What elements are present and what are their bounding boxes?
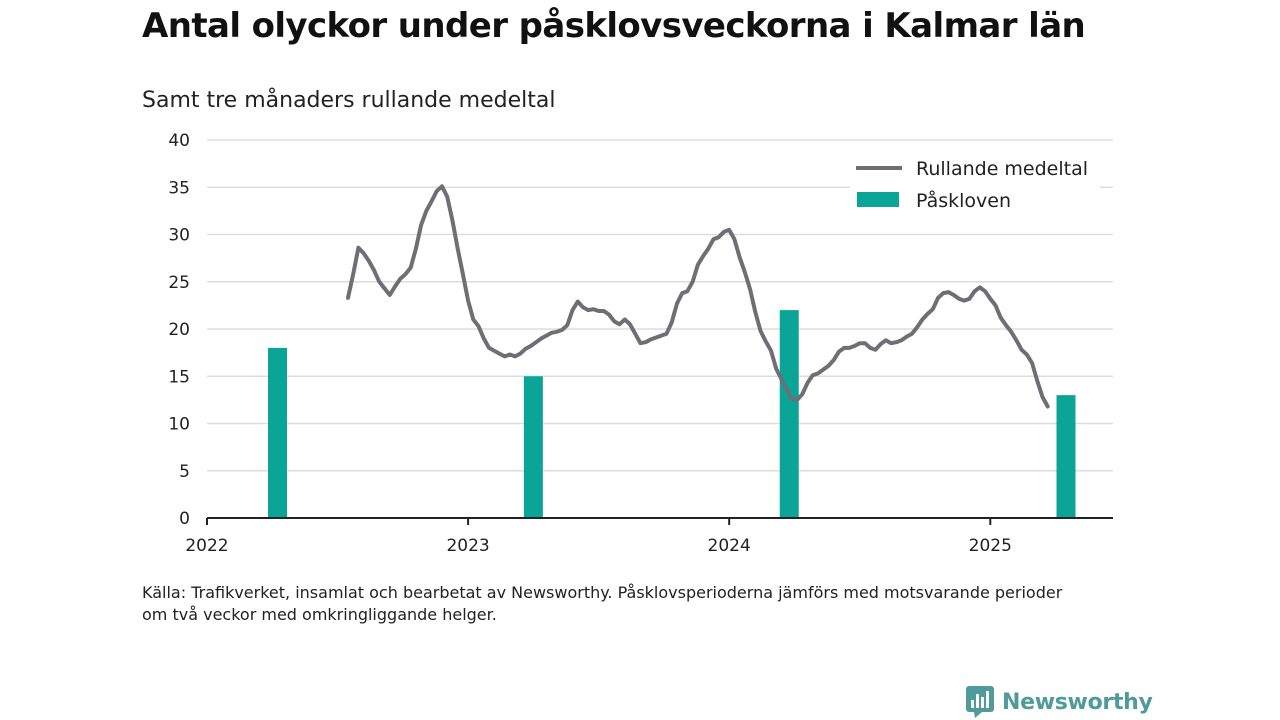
y-tick-label: 20 bbox=[168, 320, 190, 340]
x-axis: 2022 2023 2024 2025 bbox=[185, 517, 1113, 556]
y-tick-label: 25 bbox=[168, 273, 190, 293]
bar bbox=[1056, 395, 1076, 518]
y-tick-label: 5 bbox=[179, 462, 190, 482]
line-series-rullande-medeltal bbox=[346, 184, 1050, 409]
legend-swatch-bar bbox=[857, 192, 899, 207]
bar bbox=[523, 376, 543, 518]
x-tick-label: 2024 bbox=[708, 536, 751, 556]
brand-logo: Newsworthy bbox=[966, 684, 1153, 720]
y-axis-ticks: 0 5 10 15 20 25 30 35 40 bbox=[168, 131, 190, 529]
bar-series-paskloven bbox=[267, 310, 1076, 518]
source-line-2: om två veckor med omkringliggande helger… bbox=[142, 605, 497, 624]
chart-subtitle: Samt tre månaders rullande medeltal bbox=[142, 88, 556, 113]
y-tick-label: 0 bbox=[179, 509, 190, 529]
x-tick-label: 2022 bbox=[185, 536, 228, 556]
brand-name: Newsworthy bbox=[1002, 689, 1153, 715]
y-tick-label: 15 bbox=[168, 367, 190, 387]
y-tick-label: 35 bbox=[168, 178, 190, 198]
x-tick-label: 2023 bbox=[446, 536, 489, 556]
x-tick-label: 2025 bbox=[969, 536, 1012, 556]
source-line-1: Källa: Trafikverket, insamlat och bearbe… bbox=[142, 583, 1063, 602]
newsworthy-logo-icon bbox=[966, 686, 994, 718]
y-tick-label: 10 bbox=[168, 415, 190, 435]
legend: Rullande medeltal Påskloven bbox=[850, 150, 1100, 220]
series-line bbox=[346, 184, 1050, 409]
source-note: Källa: Trafikverket, insamlat och bearbe… bbox=[142, 582, 1102, 626]
legend-label-line: Rullande medeltal bbox=[916, 158, 1088, 180]
y-tick-label: 30 bbox=[168, 226, 190, 246]
bar bbox=[779, 310, 799, 518]
y-tick-label: 40 bbox=[168, 131, 190, 151]
legend-label-bar: Påskloven bbox=[916, 189, 1011, 212]
bar bbox=[267, 347, 287, 518]
chart-title: Antal olyckor under påsklovsveckorna i K… bbox=[142, 6, 1086, 46]
legend-background bbox=[850, 150, 1100, 220]
